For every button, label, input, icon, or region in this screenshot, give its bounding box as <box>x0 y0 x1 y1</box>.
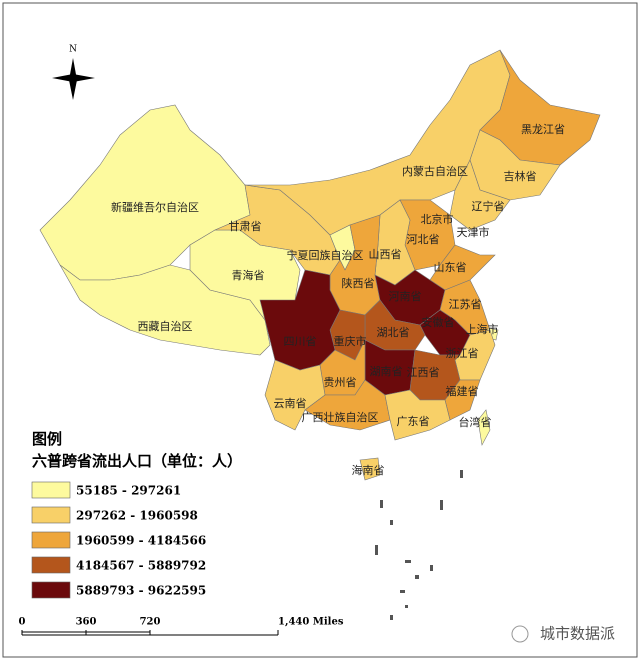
province-label: 四川省 <box>284 335 317 348</box>
legend-swatch <box>31 556 71 574</box>
scale-label: 360 <box>76 617 97 628</box>
province-label: 海南省 <box>352 463 385 477</box>
province-label: 江西省 <box>407 366 440 379</box>
province-label: 河南省 <box>389 290 422 303</box>
province-label: 广东省 <box>397 415 430 428</box>
province <box>59 264 271 356</box>
legend-label: 297262 - 1960598 <box>76 509 198 523</box>
province-label: 湖南省 <box>370 365 403 378</box>
north-arrow: N <box>52 45 95 100</box>
province-label: 内蒙古自治区 <box>402 164 468 178</box>
province <box>359 457 381 481</box>
province-label: 云南省 <box>274 397 307 410</box>
legend: 55185 - 297261 297262 - 1960598 1960599 - … <box>31 481 206 599</box>
legend-swatch <box>31 506 71 524</box>
scale-label: 0 <box>19 617 26 628</box>
province-label: 台湾省 <box>459 415 492 429</box>
legend-swatch <box>31 481 71 499</box>
province-label: 重庆市 <box>334 334 367 348</box>
province-label: 山西省 <box>369 248 402 261</box>
province <box>449 159 511 231</box>
legend-label: 4184567 - 5889792 <box>76 559 206 573</box>
province-label: 甘肃省 <box>229 220 262 233</box>
province-label: 宁夏回族自治区 <box>287 248 364 262</box>
province-label: 北京市 <box>421 212 454 226</box>
province <box>477 409 491 446</box>
province-label: 河北省 <box>407 233 440 246</box>
province-label: 广西壮族自治区 <box>302 410 379 424</box>
province-label: 吉林省 <box>504 169 537 183</box>
legend-label: 55185 - 297261 <box>76 484 181 498</box>
scale-labels: 0 360 720 1,440 Miles <box>19 617 344 628</box>
scale-label: 720 <box>140 617 161 628</box>
province-label: 湖北省 <box>377 326 410 339</box>
province-label: 山东省 <box>434 261 467 274</box>
province-label: 青海省 <box>232 268 265 282</box>
islands <box>375 470 463 620</box>
legend-swatch <box>31 531 71 549</box>
province-label: 西藏自治区 <box>138 319 193 333</box>
province-label: 新疆维吾尔自治区 <box>111 200 199 214</box>
province <box>384 389 451 441</box>
scale-bar <box>21 630 279 636</box>
legend-label: 1960599 - 4184566 <box>76 534 206 548</box>
legend-subtitle: 六普跨省流出人口（单位：人） <box>32 452 242 470</box>
province-label: 安徽省 <box>422 315 455 329</box>
legend-swatch <box>31 581 71 599</box>
province-label: 天津市 <box>457 225 490 239</box>
province-label: 贵州省 <box>324 376 357 389</box>
province-label: 浙江省 <box>446 347 479 360</box>
watermark: 城市数据派 <box>511 625 615 643</box>
watermark-text: 城市数据派 <box>540 625 615 643</box>
province-label: 陕西省 <box>342 276 375 290</box>
legend-label: 5889793 - 9622595 <box>76 584 206 598</box>
province-label: 辽宁省 <box>472 199 505 213</box>
scale-label: 1,440 Miles <box>278 617 344 628</box>
province-label: 江苏省 <box>449 298 482 311</box>
province-label: 上海市 <box>466 322 499 336</box>
province-label: 福建省 <box>446 384 479 398</box>
north-label: N <box>69 45 77 55</box>
province <box>444 379 481 421</box>
legend-title: 图例 <box>32 430 62 448</box>
province-label: 黑龙江省 <box>521 123 565 136</box>
